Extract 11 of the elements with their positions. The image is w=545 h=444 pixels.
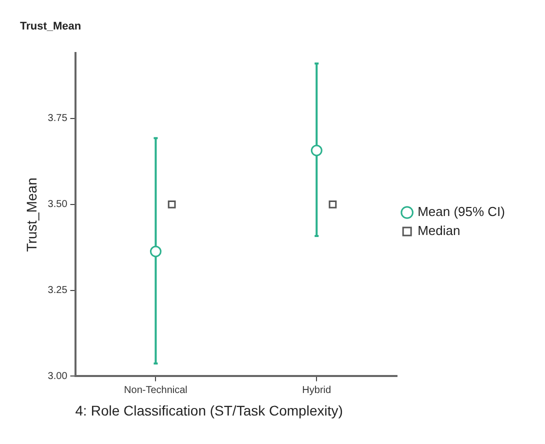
legend-label: Mean (95% CI) [418, 204, 505, 220]
y-tick-label: 3.75 [48, 113, 68, 124]
x-tick-label: Hybrid [302, 384, 332, 396]
x-axis-title: 4: Role Classification (ST/Task Complexity) [75, 402, 343, 418]
y-tick-label: 3.25 [48, 285, 68, 296]
y-tick-label: 3.00 [48, 370, 68, 382]
y-tick-label: 3.50 [48, 199, 68, 210]
y-axis-title: Trust_Mean [23, 178, 40, 252]
chart-title: Trust_Mean [20, 20, 82, 33]
legend-label: Median [418, 223, 460, 238]
x-tick-label: Non-Technical [124, 384, 188, 396]
